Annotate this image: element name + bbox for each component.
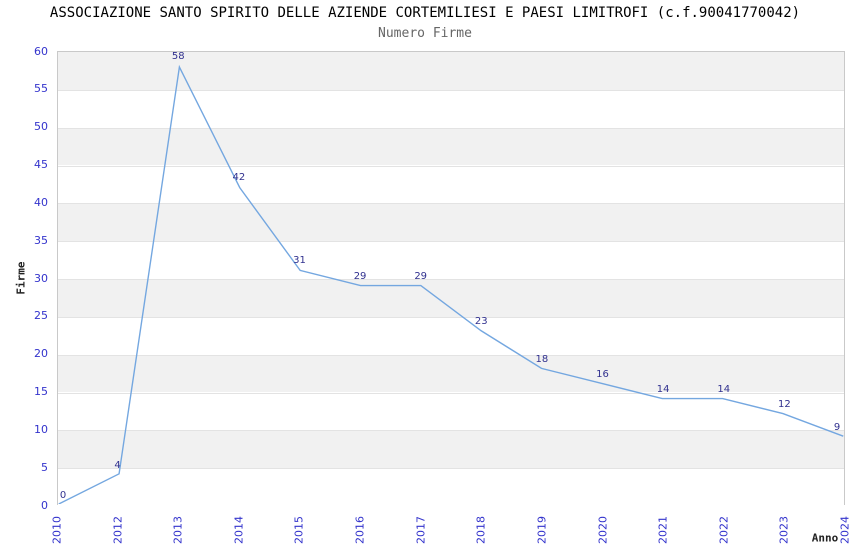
y-tick-label: 15 [34, 385, 48, 398]
band [58, 279, 844, 317]
gridline [58, 279, 844, 280]
data-label: 16 [596, 368, 609, 380]
x-tick-label: 2019 [535, 516, 549, 544]
chart-title: ASSOCIAZIONE SANTO SPIRITO DELLE AZIENDE… [49, 5, 801, 21]
y-tick-label: 40 [34, 195, 48, 209]
x-tick-label: 2015 [292, 516, 306, 544]
y-tick-label: 50 [34, 120, 48, 134]
band [58, 89, 844, 128]
band [58, 430, 844, 469]
y-tick-label: 25 [34, 309, 48, 323]
gridline [58, 89, 844, 91]
band [58, 165, 844, 204]
x-tick-label: 2012 [111, 516, 125, 544]
band [58, 52, 844, 90]
x-axis-title: Anno [811, 531, 839, 545]
gridline [58, 165, 844, 167]
y-axis-title: Firme [14, 261, 28, 295]
y-tick-label: 35 [34, 233, 48, 247]
y-tick-label: 10 [34, 422, 48, 436]
data-label: 0 [59, 490, 67, 501]
data-label: 14 [656, 384, 670, 396]
data-label: 29 [414, 270, 428, 282]
data-label: 31 [293, 255, 306, 267]
band [58, 127, 844, 166]
gridline [58, 354, 844, 356]
gridline [58, 127, 844, 129]
x-tick-label: 2023 [777, 516, 791, 544]
x-tick-label: 2017 [414, 516, 428, 544]
line-series [58, 64, 844, 504]
data-label: 42 [232, 172, 246, 184]
data-label: 23 [474, 315, 488, 327]
data-label: 4 [114, 459, 121, 471]
x-tick-label: 2022 [717, 516, 731, 544]
gridline [58, 468, 844, 470]
y-tick-label: 30 [34, 271, 48, 285]
band [58, 354, 844, 393]
x-tick-label: 2010 [50, 516, 64, 544]
x-tick-label: 2024 [838, 516, 850, 544]
y-tick-label: 5 [41, 460, 48, 474]
chart-subtitle: Numero Firme [378, 26, 472, 41]
data-label: 58 [171, 51, 185, 63]
x-tick-label: 2018 [474, 516, 488, 544]
x-tick-label: 2014 [232, 516, 246, 544]
data-label: 18 [535, 353, 549, 365]
x-tick-label: 2021 [656, 516, 670, 544]
y-tick-label: 45 [34, 158, 48, 171]
band [58, 241, 844, 279]
y-tick-label: 60 [34, 44, 48, 58]
gridline [58, 316, 844, 318]
data-label: 29 [353, 270, 367, 282]
x-tick-label: 2013 [171, 516, 185, 544]
gridline [58, 392, 844, 394]
band [58, 468, 844, 506]
y-tick-label: 20 [34, 347, 48, 361]
gridline [58, 430, 844, 432]
plot-area [57, 51, 845, 506]
band [58, 316, 844, 355]
y-tick-label: 0 [41, 498, 48, 512]
gridline [58, 203, 844, 205]
x-tick-label: 2020 [596, 516, 610, 544]
series-polyline [58, 64, 844, 504]
y-tick-label: 55 [34, 82, 48, 96]
data-label: 9 [833, 421, 841, 433]
data-label: 12 [778, 399, 791, 411]
x-tick-label: 2016 [353, 516, 367, 544]
band [58, 203, 844, 242]
data-label: 14 [717, 384, 731, 396]
gridline [58, 241, 844, 243]
